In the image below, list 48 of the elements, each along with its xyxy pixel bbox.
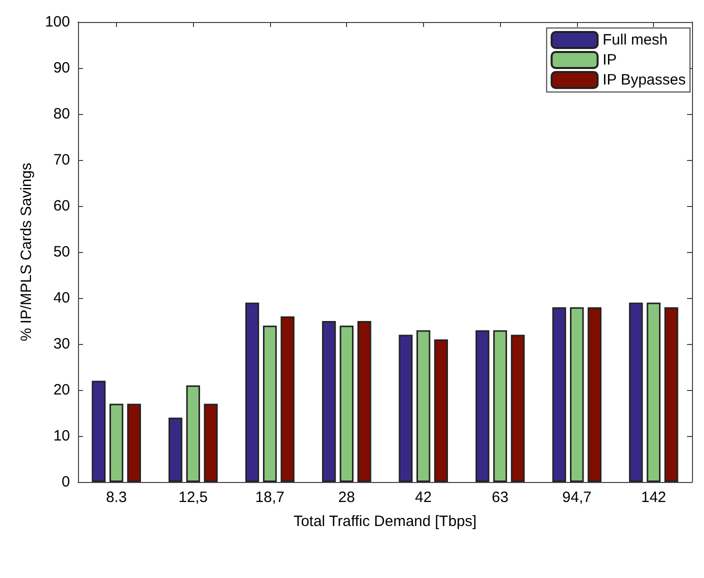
bar — [588, 307, 602, 482]
y-tick-label: 0 — [62, 474, 70, 490]
y-tick-label: 90 — [53, 60, 70, 76]
legend-label: Full mesh — [602, 32, 668, 48]
y-tick-label: 100 — [44, 14, 70, 30]
y-tick-label: 30 — [53, 336, 70, 352]
bar — [340, 326, 354, 482]
legend-label: IP Bypasses — [602, 72, 686, 88]
bar — [262, 326, 277, 482]
x-tick-label: 8.3 — [106, 489, 127, 506]
bar — [629, 302, 643, 482]
y-tick-label: 10 — [53, 428, 70, 444]
bar — [127, 404, 141, 482]
bar — [322, 321, 336, 482]
bar — [186, 385, 200, 482]
legend-label: IP — [602, 52, 617, 68]
x-tick-label: 12,5 — [178, 489, 208, 506]
y-tick-label: 80 — [53, 106, 70, 122]
x-tick-label: 142 — [641, 489, 666, 506]
bar — [570, 307, 584, 482]
bar — [398, 334, 413, 482]
y-tick-label: 60 — [53, 198, 70, 214]
bar — [434, 339, 448, 482]
x-tick-label: 18,7 — [255, 489, 284, 506]
bar — [510, 334, 525, 482]
bar — [168, 418, 182, 482]
bar — [204, 404, 218, 482]
bar — [245, 302, 260, 482]
bar — [493, 330, 508, 482]
bar — [476, 330, 490, 482]
x-tick-label: 42 — [415, 489, 432, 506]
x-tick-label: 63 — [492, 489, 508, 506]
bar — [280, 316, 294, 482]
bar — [664, 307, 678, 482]
x-tick-label: 28 — [338, 489, 355, 506]
bar — [109, 404, 124, 482]
x-tick-label: 94,7 — [562, 489, 592, 506]
y-tick-label: 20 — [53, 382, 70, 398]
y-axis-title: % IP/MPLS Cards Savings — [18, 162, 36, 342]
bar — [92, 380, 106, 482]
y-tick-label: 50 — [53, 244, 70, 260]
x-axis-title: Total Traffic Demand [Tbps] — [293, 513, 477, 530]
y-tick-label: 40 — [53, 290, 70, 306]
y-tick-label: 70 — [53, 152, 70, 168]
bar — [357, 321, 372, 482]
bar — [552, 307, 566, 482]
bar — [416, 330, 430, 482]
bar — [646, 302, 661, 482]
